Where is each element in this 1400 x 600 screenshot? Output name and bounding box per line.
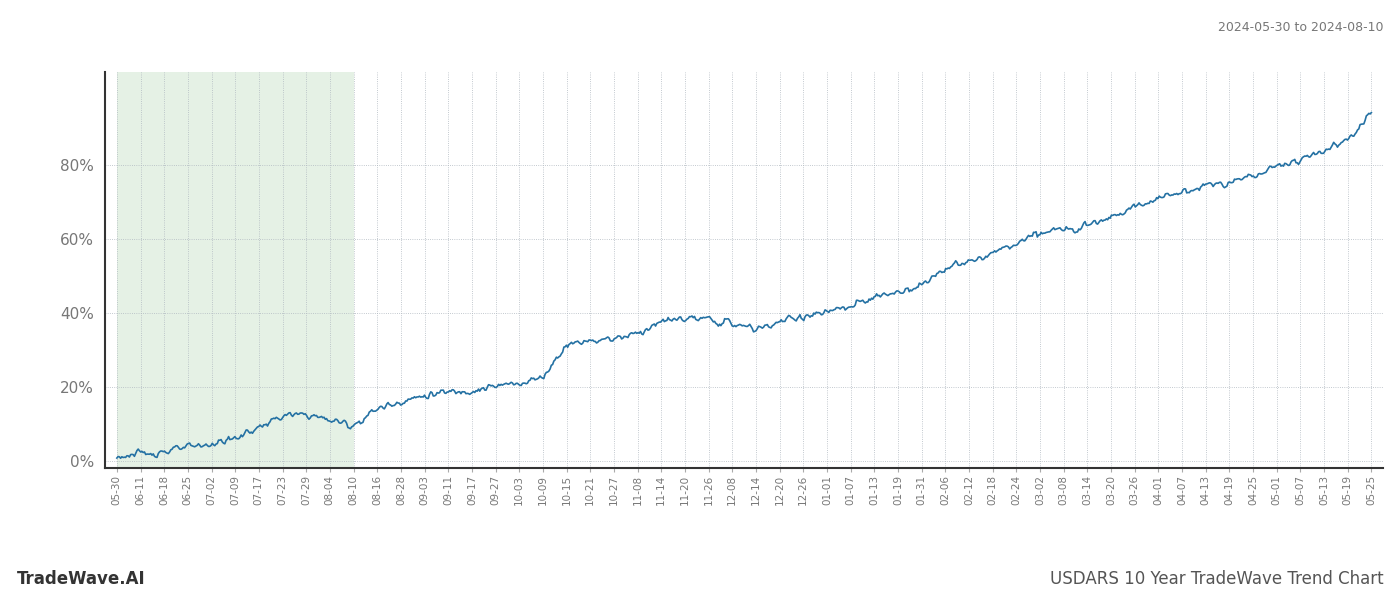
Text: USDARS 10 Year TradeWave Trend Chart: USDARS 10 Year TradeWave Trend Chart bbox=[1050, 570, 1383, 588]
Bar bbox=[116, 72, 354, 468]
Text: TradeWave.AI: TradeWave.AI bbox=[17, 570, 146, 588]
Text: 2024-05-30 to 2024-08-10: 2024-05-30 to 2024-08-10 bbox=[1218, 21, 1383, 34]
